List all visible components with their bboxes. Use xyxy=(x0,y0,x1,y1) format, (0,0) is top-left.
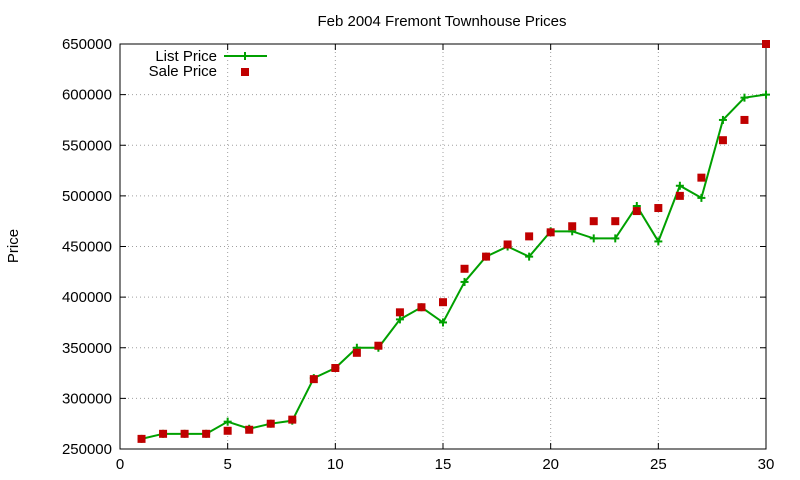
list-price-point xyxy=(740,93,749,102)
sale-price-point xyxy=(223,426,232,435)
sale-price-point xyxy=(525,232,534,241)
list-price-point xyxy=(697,193,706,202)
sale-price-point xyxy=(503,240,512,249)
list-price-point xyxy=(675,181,684,190)
x-tick-label: 20 xyxy=(542,456,559,473)
list-price-point xyxy=(589,234,598,243)
sale-price-point xyxy=(654,204,663,213)
legend-label-list-price: List Price xyxy=(155,48,217,65)
x-tick-label: 10 xyxy=(327,456,344,473)
sale-price-point xyxy=(611,217,620,226)
list-price-point xyxy=(460,277,469,286)
x-tick-label: 30 xyxy=(758,456,775,473)
sale-price-point xyxy=(697,173,706,182)
y-tick-label: 250000 xyxy=(62,441,112,458)
x-tick-label: 0 xyxy=(116,456,124,473)
list-price-point xyxy=(611,234,620,243)
sale-price-point xyxy=(632,207,641,216)
sale-price-point xyxy=(159,429,168,438)
sale-price-point xyxy=(137,434,146,443)
list-price-point xyxy=(654,237,663,246)
sale-price-point xyxy=(374,341,383,350)
sale-price-point xyxy=(266,419,275,428)
axes: 0 5 10 15 20 25 30 250000 300000 350000 400000 4500… xyxy=(62,36,774,473)
y-tick-label: 350000 xyxy=(62,340,112,357)
y-tick-label: 300000 xyxy=(62,390,112,407)
y-axis-label: Price xyxy=(5,229,22,263)
x-tick-label: 15 xyxy=(435,456,452,473)
sale-price-point xyxy=(288,415,297,424)
sale-price-point xyxy=(568,222,577,231)
y-tick-label: 500000 xyxy=(62,188,112,205)
legend-sample-sale-price xyxy=(241,68,249,76)
list-price-point xyxy=(525,252,534,261)
sale-price-point xyxy=(417,303,426,312)
sale-price-point xyxy=(245,425,254,434)
plot-frame xyxy=(119,43,767,450)
sale-price-point xyxy=(202,429,211,438)
sale-price-point xyxy=(395,308,404,317)
sale-price-point xyxy=(740,115,749,124)
y-tick-label: 550000 xyxy=(62,137,112,154)
y-tick-label: 650000 xyxy=(62,36,112,53)
plot-area xyxy=(137,40,770,443)
list-price-point xyxy=(718,115,727,124)
sale-price-point xyxy=(331,364,340,372)
sale-price-point xyxy=(482,252,491,261)
legend-label-sale-price: Sale Price xyxy=(149,63,217,80)
list-price-point xyxy=(439,318,447,327)
sale-price-point xyxy=(546,228,555,237)
y-tick-label: 600000 xyxy=(62,87,112,104)
sale-price-point xyxy=(675,191,684,200)
x-tick-label: 25 xyxy=(650,456,667,473)
sale-price-point xyxy=(439,298,447,307)
chart-title: Feb 2004 Fremont Townhouse Prices xyxy=(317,13,566,30)
x-tick-label: 5 xyxy=(223,456,231,473)
sale-price-point xyxy=(460,264,469,273)
legend: List Price Sale Price xyxy=(149,48,267,80)
sale-price-point xyxy=(589,217,598,226)
list-price-point xyxy=(223,417,232,426)
sale-price-point xyxy=(180,429,189,438)
y-tick-label: 400000 xyxy=(62,289,112,306)
list-price-line xyxy=(141,93,767,440)
sale-price-point xyxy=(718,136,727,145)
grid xyxy=(120,44,766,449)
sale-price-point xyxy=(762,40,770,48)
list-price-point xyxy=(395,315,404,324)
y-tick-label: 450000 xyxy=(62,239,112,256)
sale-price-point xyxy=(352,348,361,357)
sale-price-point xyxy=(309,375,318,384)
list-price-point xyxy=(762,90,770,99)
